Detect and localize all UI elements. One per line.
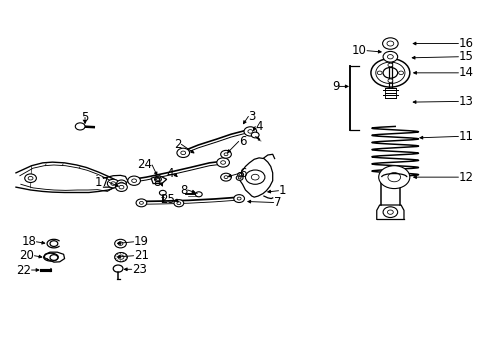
- Circle shape: [154, 177, 161, 182]
- Circle shape: [136, 199, 146, 207]
- Circle shape: [216, 158, 229, 167]
- Text: 1: 1: [278, 184, 285, 197]
- Circle shape: [382, 51, 397, 62]
- Text: 24: 24: [137, 158, 152, 171]
- Circle shape: [236, 175, 243, 180]
- Circle shape: [177, 202, 181, 204]
- Circle shape: [224, 153, 227, 156]
- Circle shape: [370, 59, 409, 87]
- Circle shape: [387, 172, 400, 182]
- Circle shape: [116, 183, 127, 192]
- Text: 19: 19: [133, 235, 148, 248]
- Circle shape: [131, 179, 136, 183]
- Circle shape: [378, 166, 409, 189]
- Circle shape: [251, 174, 259, 180]
- Circle shape: [233, 195, 244, 203]
- Text: 22: 22: [17, 264, 31, 276]
- Circle shape: [119, 185, 123, 189]
- Circle shape: [375, 62, 404, 84]
- Circle shape: [237, 172, 243, 177]
- Circle shape: [386, 210, 392, 214]
- Circle shape: [386, 55, 392, 59]
- Text: 8: 8: [153, 176, 161, 189]
- Circle shape: [181, 151, 185, 155]
- Text: 12: 12: [458, 171, 472, 184]
- Circle shape: [220, 150, 231, 158]
- Circle shape: [239, 174, 242, 176]
- Circle shape: [50, 241, 58, 247]
- Circle shape: [245, 170, 264, 184]
- Text: 25: 25: [160, 193, 175, 206]
- Circle shape: [107, 179, 119, 188]
- Circle shape: [139, 202, 143, 204]
- Circle shape: [28, 176, 33, 180]
- Text: 10: 10: [351, 44, 366, 57]
- Text: 16: 16: [458, 37, 472, 50]
- Circle shape: [386, 41, 393, 46]
- Circle shape: [118, 242, 122, 246]
- Circle shape: [116, 180, 126, 187]
- Text: 13: 13: [458, 95, 472, 108]
- Text: 17: 17: [94, 176, 109, 189]
- Text: 2: 2: [173, 138, 181, 151]
- Circle shape: [224, 176, 227, 179]
- Circle shape: [127, 176, 140, 185]
- Text: 6: 6: [238, 135, 245, 148]
- Text: 3: 3: [248, 110, 255, 123]
- Circle shape: [237, 197, 241, 200]
- Text: 4: 4: [166, 167, 174, 180]
- Circle shape: [387, 79, 392, 82]
- Circle shape: [387, 63, 392, 67]
- Circle shape: [376, 71, 381, 75]
- Circle shape: [238, 177, 241, 179]
- Text: 4: 4: [255, 120, 262, 133]
- Text: 23: 23: [131, 263, 146, 276]
- Text: 5: 5: [81, 111, 88, 124]
- Circle shape: [244, 127, 256, 136]
- Text: 21: 21: [133, 249, 148, 262]
- Text: 7: 7: [273, 196, 281, 209]
- Circle shape: [247, 130, 252, 133]
- Circle shape: [220, 173, 231, 181]
- Circle shape: [382, 207, 397, 217]
- Circle shape: [156, 178, 159, 180]
- Circle shape: [50, 255, 58, 260]
- Circle shape: [382, 38, 397, 49]
- Circle shape: [382, 67, 397, 78]
- Circle shape: [75, 123, 85, 130]
- Circle shape: [177, 148, 189, 157]
- Circle shape: [119, 182, 123, 185]
- Text: 8: 8: [180, 184, 187, 197]
- Circle shape: [174, 200, 183, 207]
- Text: 9: 9: [331, 80, 339, 93]
- Circle shape: [111, 182, 116, 185]
- Circle shape: [118, 255, 123, 259]
- Text: 15: 15: [458, 50, 472, 63]
- Circle shape: [115, 252, 127, 262]
- Text: 20: 20: [20, 249, 34, 262]
- Circle shape: [220, 161, 225, 164]
- Text: 14: 14: [458, 66, 472, 79]
- Circle shape: [195, 192, 202, 197]
- Circle shape: [159, 190, 166, 195]
- Circle shape: [113, 265, 122, 272]
- Polygon shape: [151, 176, 166, 184]
- Text: 11: 11: [458, 130, 472, 143]
- Circle shape: [25, 174, 36, 183]
- Text: 6: 6: [238, 167, 245, 180]
- Text: 18: 18: [21, 235, 36, 248]
- Circle shape: [251, 132, 259, 138]
- Circle shape: [115, 239, 126, 248]
- Circle shape: [398, 71, 403, 75]
